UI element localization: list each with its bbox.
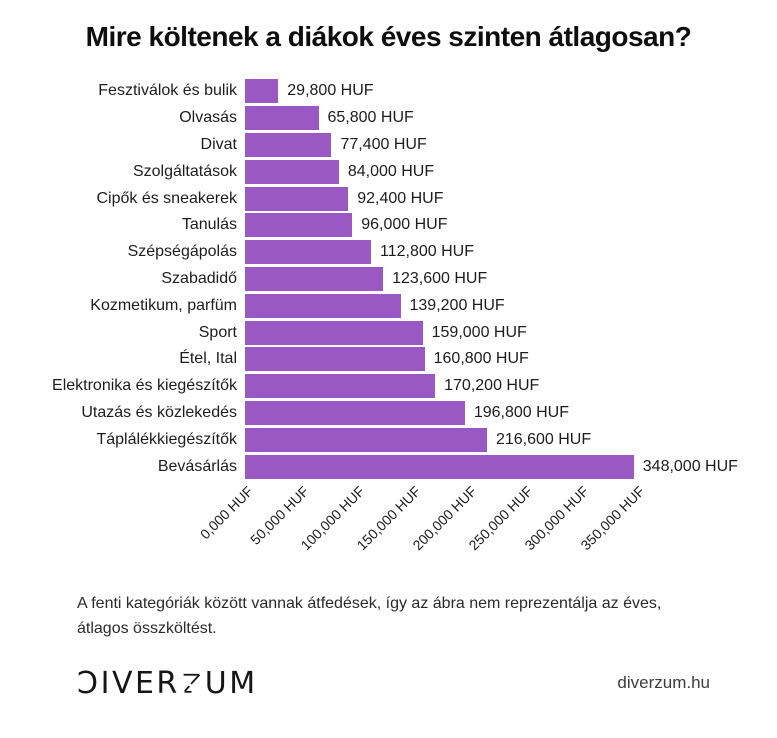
value-label: 196,800 HUF — [473, 403, 570, 421]
bar-track: 139,200 HUF — [245, 292, 636, 319]
bar — [245, 400, 465, 425]
bar-track: 65,800 HUF — [245, 105, 636, 132]
bar-track: 170,200 HUF — [245, 373, 636, 400]
bar — [245, 320, 423, 345]
value-label: 112,800 HUF — [380, 243, 474, 261]
bar — [245, 132, 332, 157]
bar-row: Étel, Ital 160,800 HUF — [0, 346, 777, 373]
bar — [245, 213, 353, 238]
value-label: 96,000 HUF — [361, 216, 448, 234]
bar-row: Sport 159,000 HUF — [0, 319, 777, 346]
value-label: 139,200 HUF — [409, 296, 505, 314]
diverzum-logo: ƆIVER UM — [77, 666, 258, 701]
logo-text-post: UM — [204, 665, 258, 701]
bar — [245, 427, 487, 452]
category-label: Szolgáltatások — [132, 162, 237, 180]
chart-rows: Fesztiválok és bulik 29,800 HUF Olvasás 65,… — [0, 78, 777, 480]
bar-row: Cipők és sneakerek 92,400 HUF — [0, 185, 777, 212]
value-label: 159,000 HUF — [431, 323, 527, 341]
bar — [245, 347, 425, 372]
bar-track: 84,000 HUF — [245, 158, 636, 185]
logo-text-pre: ƆIVER — [77, 665, 180, 701]
bar-row: Olvasás 65,800 HUF — [0, 105, 777, 132]
bar-track: 196,800 HUF — [245, 400, 636, 427]
category-label: Olvasás — [179, 109, 237, 127]
category-label: Étel, Ital — [179, 350, 237, 368]
value-label: 92,400 HUF — [357, 189, 444, 207]
bar — [245, 293, 401, 318]
category-label: Cipők és sneakerek — [96, 189, 237, 207]
logo-z-glyph — [183, 673, 200, 693]
value-label: 348,000 HUF — [642, 457, 738, 475]
bar-row: Táplálékkiegészítők 216,600 HUF — [0, 426, 777, 453]
bar-track: 160,800 HUF — [245, 346, 636, 373]
value-label: 170,200 HUF — [444, 377, 540, 395]
chart-title: Mire költenek a diákok éves szinten átla… — [85, 21, 692, 52]
value-label: 84,000 HUF — [347, 162, 435, 180]
bar-track: 216,600 HUF — [245, 426, 636, 453]
bar-track: 112,800 HUF — [245, 239, 636, 266]
value-label: 123,600 HUF — [392, 269, 488, 287]
category-label: Utazás és közlekedés — [81, 403, 237, 421]
bar-track: 96,000 HUF — [245, 212, 636, 239]
bar-track: 123,600 HUF — [245, 266, 636, 293]
category-label: Fesztiválok és bulik — [98, 82, 237, 100]
bar-track: 29,800 HUF — [245, 78, 636, 105]
bar-row: Szabadidő 123,600 HUF — [0, 266, 777, 293]
category-label: Elektronika és kiegészítők — [52, 377, 237, 395]
category-label: Divat — [200, 135, 237, 153]
value-label: 216,600 HUF — [495, 430, 592, 448]
footnote-line1: A fenti kategóriák között vannak átfedés… — [77, 595, 662, 612]
category-label: Szépségápolás — [127, 243, 237, 261]
bar-row: Utazás és közlekedés 196,800 HUF — [0, 400, 777, 427]
category-label: Kozmetikum, parfüm — [90, 296, 237, 314]
bar-track: 159,000 HUF — [245, 319, 636, 346]
bar-row: Kozmetikum, parfüm 139,200 HUF — [0, 292, 777, 319]
footnote-text: A fenti kategóriák között vannak átfedés… — [77, 592, 661, 642]
bar — [245, 240, 371, 265]
bar — [245, 374, 436, 399]
value-label: 160,800 HUF — [433, 350, 529, 368]
bar-track: 92,400 HUF — [245, 185, 636, 212]
x-axis: 0,000 HUF 50,000 HUF 100,000 HUF 150,000 HU… — [197, 481, 647, 586]
bar-row: Fesztiválok és bulik 29,800 HUF — [0, 78, 777, 105]
category-label: Tanulás — [181, 216, 237, 234]
bar-row: Szépségápolás 112,800 HUF — [0, 239, 777, 266]
value-label: 77,400 HUF — [340, 135, 427, 153]
bar — [245, 79, 279, 104]
bar-track: 348,000 HUF — [245, 453, 738, 480]
bar-row: Tanulás 96,000 HUF — [0, 212, 777, 239]
bar — [245, 159, 339, 184]
category-label: Bevásárlás — [157, 457, 237, 475]
value-label: 29,800 HUF — [287, 82, 374, 100]
website-text: diverzum.hu — [617, 673, 710, 692]
value-label: 65,800 HUF — [327, 109, 414, 127]
category-label: Szabadidő — [161, 269, 237, 287]
x-tick-label: 0,000 HUF — [197, 483, 257, 543]
bar-row: Szolgáltatások 84,000 HUF — [0, 158, 777, 185]
category-label: Táplálékkiegészítők — [96, 430, 237, 448]
bar-row: Bevásárlás 348,000 HUF — [0, 453, 777, 480]
bar — [245, 106, 319, 131]
category-label: Sport — [198, 323, 237, 341]
footnote-line2: átlagos összköltést. — [77, 619, 217, 637]
footer: ƆIVER UM diverzum.hu — [77, 661, 710, 705]
bar-row: Elektronika és kiegészítők 170,200 HUF — [0, 373, 777, 400]
bar-row: Divat 77,400 HUF — [0, 132, 777, 159]
bar — [245, 454, 634, 479]
bar — [245, 186, 349, 211]
bar-track: 77,400 HUF — [245, 132, 636, 159]
bar — [245, 266, 384, 291]
